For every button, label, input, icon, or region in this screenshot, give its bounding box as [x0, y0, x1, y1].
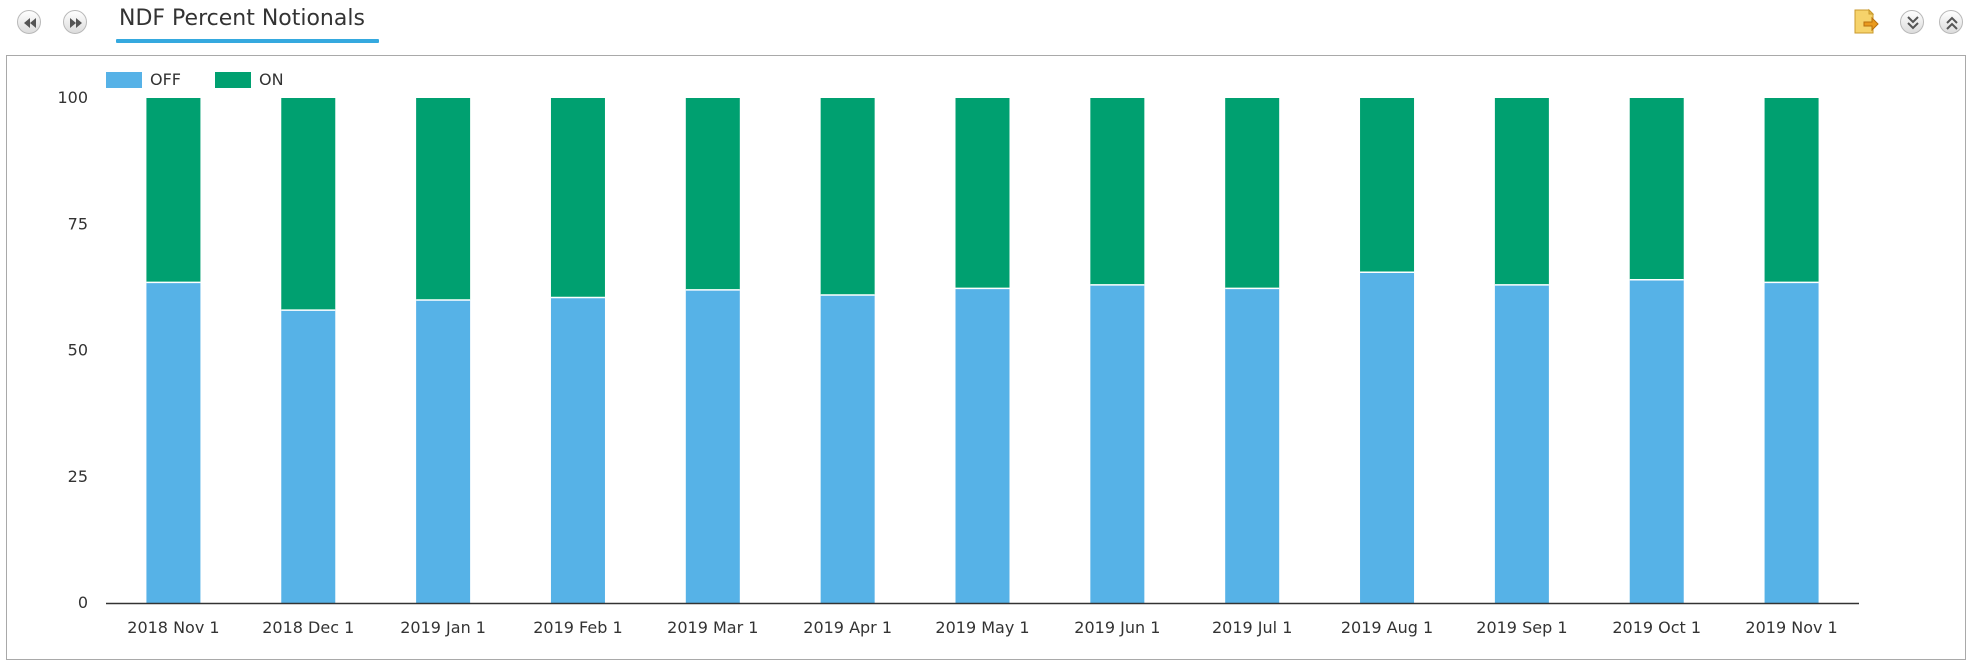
page-title[interactable]: NDF Percent Notionals: [119, 6, 365, 31]
bar-on-segment: [820, 98, 875, 295]
y-tick-label: 25: [68, 467, 88, 486]
bar-on-segment: [1090, 98, 1145, 285]
y-tick-label: 100: [57, 88, 88, 107]
x-tick-label: 2019 Mar 1: [667, 618, 758, 637]
bar-on-segment: [955, 98, 1010, 289]
x-tick-label: 2018 Nov 1: [127, 618, 219, 637]
bar-on-segment: [1629, 98, 1684, 280]
legend-label-off: OFF: [150, 70, 181, 89]
chevron-double-down-icon: [1907, 16, 1919, 30]
rewind-icon: [24, 18, 36, 28]
x-tick-label: 2019 Jun 1: [1074, 618, 1160, 637]
bar-off-segment: [550, 297, 605, 603]
next-button[interactable]: [63, 10, 87, 34]
x-tick-label: 2019 Jan 1: [400, 618, 486, 637]
collapse-up-button[interactable]: [1939, 10, 1963, 34]
toolbar: NDF Percent Notionals: [0, 0, 1972, 50]
bar-off-segment: [1764, 282, 1819, 603]
bar-on-segment: [550, 98, 605, 298]
bar-off-segment: [1629, 279, 1684, 603]
bar-off-segment: [146, 282, 201, 603]
bar-off-segment: [1090, 284, 1145, 603]
export-button[interactable]: [1850, 6, 1880, 36]
y-tick-label: 50: [68, 341, 88, 360]
bar-off-segment: [1360, 272, 1415, 603]
bar-on-segment: [1225, 98, 1280, 289]
y-tick-label: 75: [68, 214, 88, 233]
chevron-double-up-icon: [1946, 16, 1958, 30]
bar-off-segment: [281, 310, 336, 603]
legend-swatch-on: [215, 72, 251, 88]
bar-on-segment: [685, 98, 740, 290]
bar-off-segment: [1225, 288, 1280, 603]
y-tick-label: 0: [78, 593, 88, 612]
bar-on-segment: [281, 98, 336, 311]
x-tick-label: 2019 Apr 1: [803, 618, 892, 637]
bar-on-segment: [1494, 98, 1549, 285]
x-tick-label: 2019 Jul 1: [1212, 618, 1292, 637]
legend-swatch-off: [106, 72, 142, 88]
x-tick-label: 2019 Oct 1: [1612, 618, 1701, 637]
bar-off-segment: [416, 300, 471, 603]
bar-on-segment: [1764, 98, 1819, 283]
bar-off-segment: [1494, 284, 1549, 603]
x-tick-label: 2019 May 1: [935, 618, 1029, 637]
collapse-down-button[interactable]: [1900, 10, 1924, 34]
fast-forward-icon: [70, 18, 82, 28]
active-tab-indicator: [116, 39, 379, 43]
x-tick-label: 2019 Nov 1: [1745, 618, 1837, 637]
bar-off-segment: [955, 288, 1010, 603]
chart-panel: 0 25 50 75 100 2018 Nov 1 2018 Dec 1 2019 Jan 1…: [6, 55, 1966, 660]
previous-button[interactable]: [17, 10, 41, 34]
bar-off-segment: [685, 289, 740, 603]
export-document-icon: [1854, 8, 1879, 34]
x-tick-label: 2019 Aug 1: [1341, 618, 1433, 637]
stacked-bar-chart: 0 25 50 75 100 2018 Nov 1 2018 Dec 1 2019 Jan 1…: [57, 70, 1859, 637]
bar-on-segment: [1360, 98, 1415, 273]
x-tick-label: 2019 Feb 1: [533, 618, 622, 637]
x-tick-label: 2019 Sep 1: [1476, 618, 1567, 637]
legend-label-on: ON: [259, 70, 284, 89]
bar-off-segment: [820, 294, 875, 603]
x-tick-label: 2018 Dec 1: [262, 618, 354, 637]
bar-on-segment: [416, 98, 471, 300]
bar-on-segment: [146, 98, 201, 283]
